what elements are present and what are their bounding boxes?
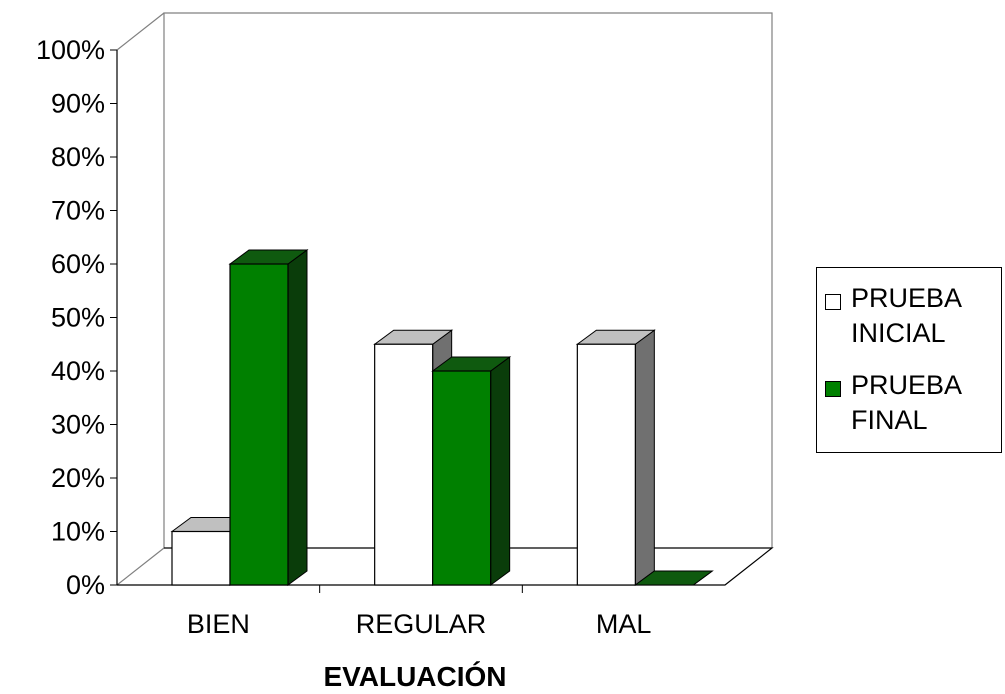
bar-prueba-inicial-mal [575, 329, 656, 586]
y-tick-label: 80% [51, 142, 105, 172]
bar-front [576, 343, 636, 586]
legend-label-line: PRUEBA [851, 370, 963, 400]
chart-legend: PRUEBA INICIAL PRUEBA FINAL [816, 267, 1002, 453]
bar-prueba-final-mal [633, 570, 714, 586]
y-axis-ticks: 0% 10% 20% 30% 40% 50% 60% 70% 80% 90% 100% [36, 35, 117, 600]
wall-top-edge [116, 12, 165, 51]
x-axis-categories: BIEN REGULAR MAL [187, 585, 652, 639]
legend-label-line: INICIAL [851, 318, 946, 348]
chart-bars [170, 249, 714, 586]
x-category-label: MAL [596, 609, 652, 639]
x-category-label: REGULAR [356, 609, 487, 639]
bar-front [432, 370, 492, 586]
bar-prueba-final-bien [228, 249, 309, 586]
y-tick-label: 50% [51, 303, 105, 333]
bar-front [229, 263, 289, 586]
back-wall [163, 12, 773, 548]
y-tick-label: 60% [51, 249, 105, 279]
wall-bottom-edge [116, 547, 165, 586]
legend-label-line: PRUEBA [851, 283, 963, 313]
y-tick-label: 70% [51, 196, 105, 226]
y-tick-label: 20% [51, 463, 105, 493]
legend-swatch-prueba-inicial [825, 294, 841, 310]
bar-prueba-final-regular [431, 356, 512, 586]
y-tick-label: 10% [51, 517, 105, 547]
y-tick-label: 90% [51, 89, 105, 119]
bar-side [287, 249, 308, 586]
bar-front [171, 530, 231, 586]
y-tick-label: 0% [66, 570, 105, 600]
x-axis-title: EVALUACIÓN [323, 661, 506, 692]
y-tick-label: 30% [51, 410, 105, 440]
legend-label-line: FINAL [851, 405, 928, 435]
bar-front [374, 343, 434, 586]
y-tick-label: 100% [36, 35, 105, 65]
legend-label-prueba-inicial: PRUEBA INICIAL [851, 281, 1001, 351]
bar-top [633, 570, 714, 586]
bar-side [634, 329, 655, 586]
legend-swatch-prueba-final [825, 381, 841, 397]
bar-side [490, 356, 511, 586]
legend-label-prueba-final: PRUEBA FINAL [851, 368, 1001, 438]
y-tick-label: 40% [51, 356, 105, 386]
x-category-label: BIEN [187, 609, 250, 639]
